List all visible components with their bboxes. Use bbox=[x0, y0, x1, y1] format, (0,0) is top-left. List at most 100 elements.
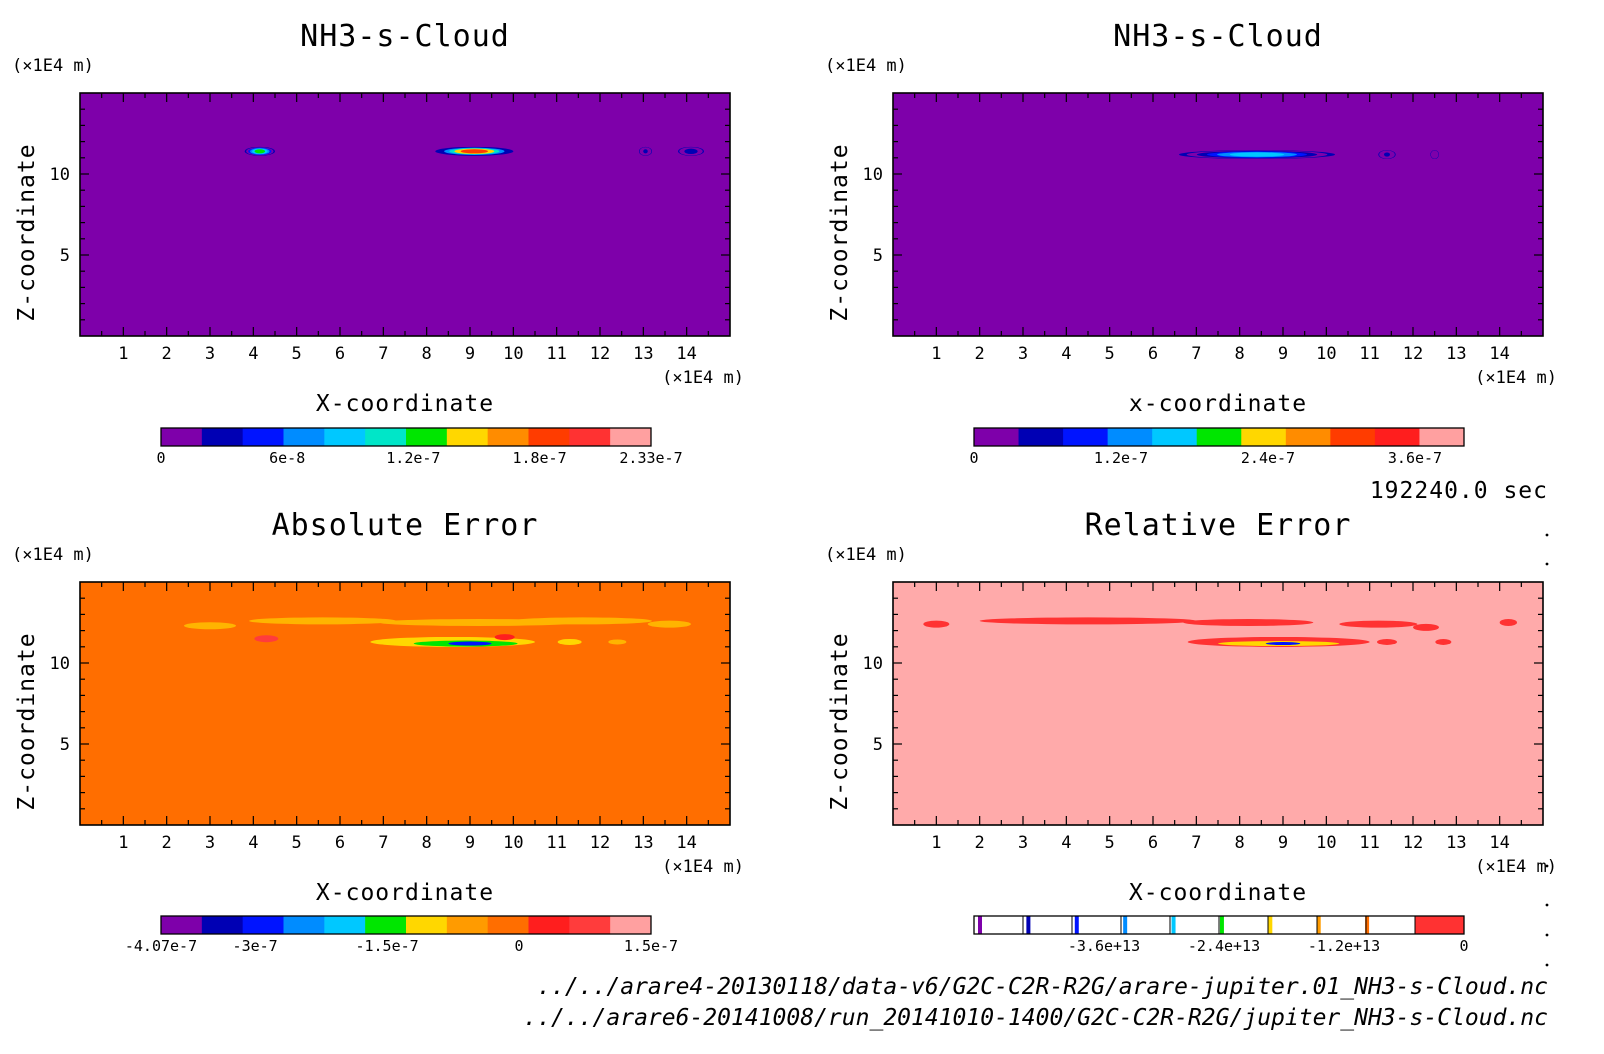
colorbar-segment bbox=[283, 428, 325, 446]
x-tick-label: 5 bbox=[1105, 344, 1115, 364]
colorbar-frame bbox=[160, 427, 652, 447]
colorbar-segment bbox=[1026, 916, 1031, 934]
y-tick-label: 10 bbox=[863, 654, 883, 674]
x-tick-label: 6 bbox=[1148, 344, 1158, 364]
x-tick-label: 11 bbox=[1359, 344, 1379, 364]
colorbar-segment bbox=[569, 916, 611, 934]
colorbar-segment bbox=[161, 428, 203, 446]
chart-panel-1: NH3-s-Cloud(×1E4 m)(×1E4 m)1 2 3 4 5 6 7 8 9 10 11… bbox=[12, 19, 744, 467]
error-band-patch bbox=[979, 617, 1197, 625]
x-tick-label: 1 bbox=[931, 833, 941, 853]
colorbar-segment bbox=[406, 916, 448, 934]
error-patch bbox=[608, 639, 627, 645]
x-tick-label: 14 bbox=[1489, 833, 1509, 853]
error-band-patch bbox=[1339, 620, 1418, 628]
y-tick-label: 10 bbox=[50, 654, 70, 674]
error-band-patch bbox=[1183, 619, 1314, 626]
x-axis-label: X-coordinate bbox=[316, 391, 494, 417]
margin-dot bbox=[1545, 562, 1549, 566]
colorbar-tick-label: 1.2e-7 bbox=[1094, 449, 1148, 467]
colorbar-segment bbox=[201, 428, 244, 446]
cloud-contour bbox=[460, 149, 488, 154]
x-tick-label: 3 bbox=[205, 833, 215, 853]
x-tick-label: 4 bbox=[248, 833, 258, 853]
x-tick-label: 7 bbox=[378, 344, 388, 364]
x-tick-label: 5 bbox=[1105, 833, 1115, 853]
x-axis-label: X-coordinate bbox=[316, 880, 494, 906]
colorbar-segment bbox=[528, 428, 570, 446]
colorbar-segment bbox=[1268, 916, 1273, 934]
colorbar-segment bbox=[1107, 428, 1153, 446]
colorbar-segment bbox=[324, 428, 366, 446]
colorbar-segment bbox=[1285, 428, 1331, 446]
colorbar-segment bbox=[201, 916, 244, 934]
error-band-patch bbox=[1413, 623, 1439, 631]
x-tick-label: 13 bbox=[1446, 833, 1466, 853]
colorbar-segment bbox=[446, 428, 489, 446]
x-tick-label: 10 bbox=[503, 833, 523, 853]
cloud-contour bbox=[1383, 152, 1391, 157]
x-tick-label: 4 bbox=[248, 344, 258, 364]
colorbar: 0 6e-8 1.2e-7 1.8e-7 2.33e-7 bbox=[156, 427, 683, 467]
y-tick-label: 5 bbox=[60, 735, 70, 755]
x-tick-label: 3 bbox=[1018, 833, 1028, 853]
colorbar-tick-label: 0 bbox=[515, 937, 524, 955]
cloud-contour bbox=[643, 149, 648, 154]
colorbar-tick-label: -4.07e-7 bbox=[125, 937, 197, 955]
x-tick-label: 11 bbox=[1359, 833, 1379, 853]
time-label: 192240.0 sec bbox=[1370, 478, 1548, 504]
error-band-patch bbox=[513, 617, 653, 625]
x-tick-label: 11 bbox=[546, 833, 566, 853]
x-tick-label: 6 bbox=[1148, 833, 1158, 853]
colorbar-segment bbox=[610, 916, 652, 934]
x-tick-label: 10 bbox=[503, 344, 523, 364]
x-tick-label: 12 bbox=[590, 344, 610, 364]
x-tick-label: 13 bbox=[633, 833, 653, 853]
chart-panel-3: Absolute Error(×1E4 m)(×1E4 m)1 2 3 4 5 6 7 8 9 1… bbox=[12, 508, 744, 955]
y-unit-label: (×1E4 m) bbox=[825, 545, 907, 565]
colorbar-segment bbox=[283, 916, 325, 934]
chart-title: Relative Error bbox=[1085, 508, 1352, 543]
x-tick-label: 1 bbox=[118, 833, 128, 853]
y-unit-label: (×1E4 m) bbox=[825, 56, 907, 76]
x-tick-label: 13 bbox=[633, 344, 653, 364]
error-patch bbox=[1435, 638, 1452, 645]
colorbar-segment bbox=[365, 916, 407, 934]
x-unit-label: (×1E4 m) bbox=[662, 368, 744, 388]
error-band-patch bbox=[1499, 619, 1518, 626]
error-patch bbox=[557, 638, 582, 645]
x-tick-label: 10 bbox=[1316, 344, 1336, 364]
margin-dot bbox=[1545, 903, 1549, 907]
colorbar-tick-label: 0 bbox=[969, 449, 978, 467]
colorbar-segment bbox=[1018, 428, 1064, 446]
x-tick-label: 6 bbox=[335, 344, 345, 364]
colorbar-segment bbox=[1415, 916, 1464, 934]
x-tick-label: 2 bbox=[975, 344, 985, 364]
y-axis-label: Z-coordinate bbox=[14, 143, 40, 321]
x-tick-label: 8 bbox=[422, 833, 432, 853]
x-tick-label: 2 bbox=[162, 833, 172, 853]
x-tick-label: 9 bbox=[1278, 833, 1288, 853]
x-tick-label: 9 bbox=[465, 833, 475, 853]
chart-title: NH3-s-Cloud bbox=[300, 19, 510, 54]
colorbar-tick-label: 0 bbox=[1459, 937, 1468, 955]
colorbar-frame bbox=[973, 915, 1465, 935]
plot-field bbox=[80, 93, 730, 336]
colorbar-segment bbox=[1063, 428, 1109, 446]
colorbar-tick-label: -2.4e+13 bbox=[1188, 937, 1260, 955]
file-path-1: ../../arare4-20130118/data-v6/G2C-C2R-R2… bbox=[537, 974, 1548, 1000]
y-unit-label: (×1E4 m) bbox=[12, 56, 94, 76]
x-tick-label: 5 bbox=[292, 344, 302, 364]
x-tick-label: 1 bbox=[931, 344, 941, 364]
x-tick-label: 4 bbox=[1061, 833, 1071, 853]
margin-dot bbox=[1545, 933, 1549, 937]
x-tick-label: 4 bbox=[1061, 344, 1071, 364]
error-patch bbox=[494, 634, 515, 641]
colorbar-segment bbox=[1074, 916, 1079, 934]
file-path-2: ../../arare6-20141008/run_20141010-1400/… bbox=[523, 1005, 1548, 1031]
x-tick-label: 7 bbox=[1191, 344, 1201, 364]
y-tick-label: 10 bbox=[863, 165, 883, 185]
margin-dot bbox=[1545, 533, 1549, 537]
colorbar-tick-label: 1.5e-7 bbox=[624, 937, 678, 955]
